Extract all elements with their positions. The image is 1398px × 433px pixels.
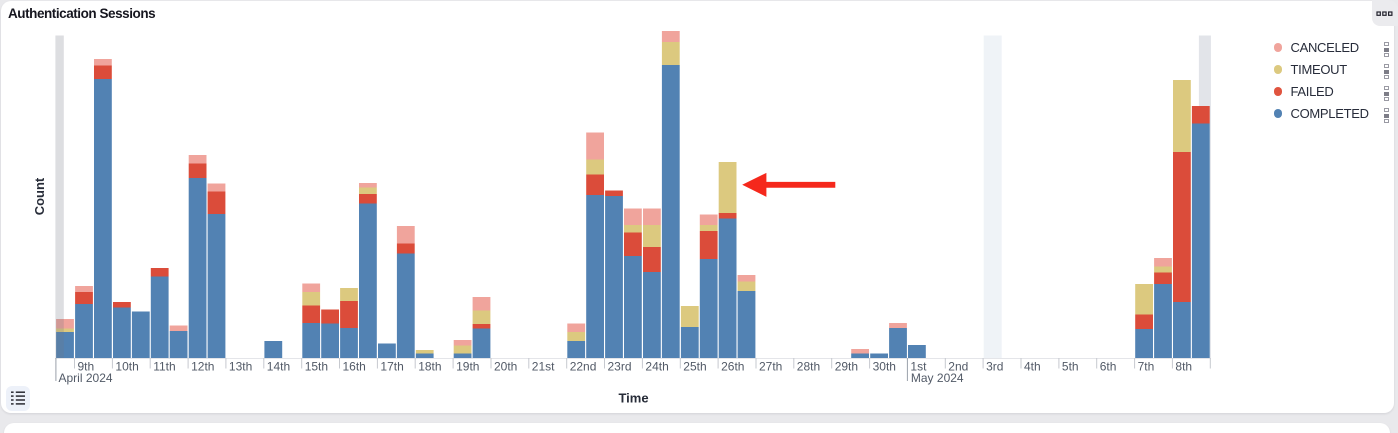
svg-text:19th: 19th bbox=[456, 359, 479, 373]
svg-text:17th: 17th bbox=[380, 359, 403, 373]
svg-text:8th: 8th bbox=[1175, 359, 1192, 373]
svg-text:11th: 11th bbox=[153, 359, 175, 373]
svg-text:26th: 26th bbox=[721, 359, 744, 373]
svg-text:22nd: 22nd bbox=[570, 359, 597, 373]
svg-text:15th: 15th bbox=[305, 359, 328, 373]
svg-text:27th: 27th bbox=[759, 359, 782, 373]
svg-text:13th: 13th bbox=[229, 359, 252, 373]
svg-text:29th: 29th bbox=[835, 359, 858, 373]
svg-text:May 2024: May 2024 bbox=[911, 371, 964, 385]
svg-text:9th: 9th bbox=[78, 359, 95, 373]
svg-text:30th: 30th bbox=[873, 359, 896, 373]
svg-text:Time: Time bbox=[618, 390, 648, 405]
svg-text:7th: 7th bbox=[1138, 359, 1155, 373]
svg-text:6th: 6th bbox=[1100, 359, 1117, 373]
svg-text:3rd: 3rd bbox=[986, 359, 1003, 373]
svg-text:25th: 25th bbox=[683, 359, 706, 373]
svg-text:18th: 18th bbox=[418, 359, 441, 373]
svg-text:5th: 5th bbox=[1062, 359, 1079, 373]
svg-text:12th: 12th bbox=[191, 359, 214, 373]
svg-text:14th: 14th bbox=[267, 359, 290, 373]
svg-text:23rd: 23rd bbox=[608, 359, 632, 373]
svg-text:4th: 4th bbox=[1024, 359, 1041, 373]
svg-text:16th: 16th bbox=[343, 359, 366, 373]
svg-text:24th: 24th bbox=[645, 359, 668, 373]
svg-text:1st: 1st bbox=[910, 359, 927, 373]
svg-text:2nd: 2nd bbox=[948, 359, 968, 373]
svg-text:April 2024: April 2024 bbox=[59, 371, 113, 385]
svg-text:20th: 20th bbox=[494, 359, 517, 373]
svg-text:10th: 10th bbox=[115, 359, 138, 373]
svg-text:28th: 28th bbox=[797, 359, 820, 373]
svg-text:21st: 21st bbox=[532, 359, 555, 373]
svg-text:Count: Count bbox=[32, 177, 47, 215]
